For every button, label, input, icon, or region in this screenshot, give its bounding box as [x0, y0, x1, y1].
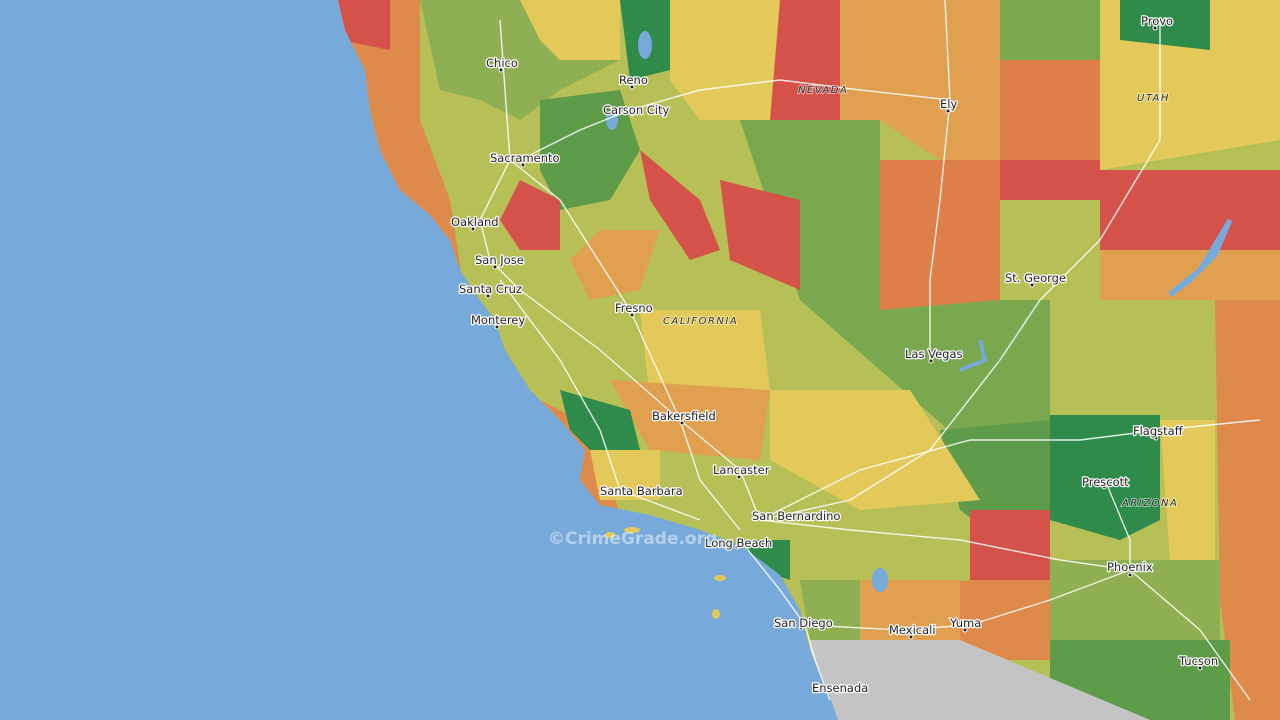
city-label: Provo	[1141, 14, 1173, 28]
islands	[605, 527, 726, 619]
state-label: CALIFORNIA	[663, 316, 738, 327]
city-dot	[788, 516, 794, 522]
city-dot	[945, 108, 951, 114]
watermark: ©CrimeGrade.org	[548, 529, 717, 549]
city-label: Prescott	[1082, 475, 1129, 489]
state-labels: NEVADA UTAH CALIFORNIA ARIZONA	[662, 84, 1178, 510]
city-label: Las Vegas	[905, 347, 963, 361]
state-label: ARIZONA	[1121, 498, 1178, 509]
city-dot	[494, 324, 500, 330]
city-dot	[1197, 665, 1203, 671]
city-label: Monterey	[471, 313, 525, 327]
city-dot	[798, 625, 804, 631]
city-label: Santa Barbara	[600, 484, 683, 498]
city-label: Santa Cruz	[459, 282, 522, 296]
city-label: San Jose	[475, 253, 524, 267]
city-dot	[629, 84, 635, 90]
city-dot	[1101, 484, 1107, 490]
city-dot	[962, 627, 968, 633]
city-label: Chico	[486, 56, 518, 70]
city-label: San Diego	[774, 616, 833, 630]
city-label: Bakersfield	[652, 409, 716, 423]
crime-regions	[338, 0, 1280, 720]
city-dot	[624, 488, 630, 494]
city-dot	[629, 312, 635, 318]
city-dot	[498, 67, 504, 73]
city-dot	[679, 420, 685, 426]
city-dot	[629, 111, 635, 117]
city-label: Ely	[940, 97, 957, 111]
state-label: UTAH	[1137, 93, 1170, 104]
city-dot	[1127, 572, 1133, 578]
city-label: Mexicali	[889, 623, 936, 637]
city-label: Tucson	[1178, 654, 1218, 668]
city-label: Phoenix	[1107, 560, 1153, 574]
city-label: Oakland	[451, 215, 499, 229]
city-label: Lancaster	[713, 463, 770, 477]
city-dot	[470, 226, 476, 232]
city-label: Yuma	[949, 616, 981, 630]
city-dot	[734, 544, 740, 550]
lakes	[606, 31, 1233, 592]
city-dot	[485, 293, 491, 299]
city-label: Ensenada	[812, 681, 868, 695]
city-dot	[1029, 282, 1035, 288]
mexico	[810, 640, 1150, 720]
city-label: Sacramento	[490, 151, 560, 165]
city-dot	[835, 689, 841, 695]
city-label: Flagstaff	[1133, 424, 1184, 438]
city-label: Fresno	[615, 301, 653, 315]
city-dot	[520, 162, 526, 168]
city-dot	[492, 264, 498, 270]
city-label: Long Beach	[705, 536, 772, 550]
city-dot	[908, 634, 914, 640]
city-dot	[736, 474, 742, 480]
city-dot	[1152, 25, 1158, 31]
city-label: Reno	[619, 73, 648, 87]
city-label: San Bernardino	[752, 509, 840, 523]
city-dot	[928, 358, 934, 364]
city-label: St. George	[1005, 271, 1066, 285]
city-label: Carson City	[603, 103, 670, 117]
state-label: NEVADA	[798, 85, 848, 96]
roads	[479, 0, 1261, 701]
city-labels: Provo Chico Reno Carson City Ely Sacramento Oa…	[450, 13, 1220, 697]
city-dot	[1153, 435, 1159, 441]
